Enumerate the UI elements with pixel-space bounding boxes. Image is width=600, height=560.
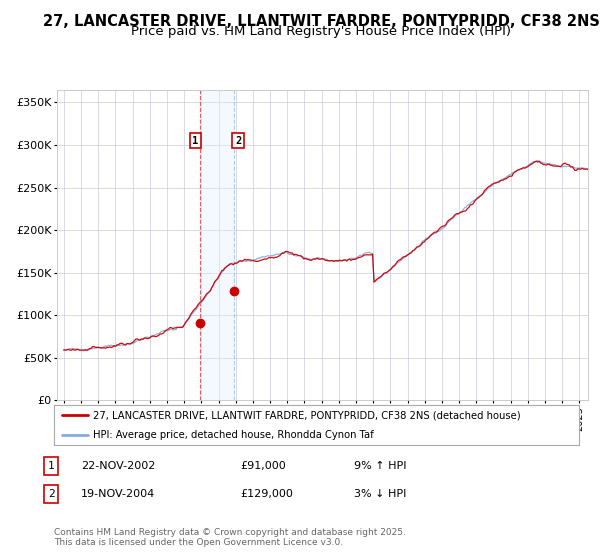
Text: 22-NOV-2002: 22-NOV-2002 — [81, 461, 155, 471]
Text: £91,000: £91,000 — [240, 461, 286, 471]
Text: 1: 1 — [192, 136, 199, 146]
Text: £129,000: £129,000 — [240, 489, 293, 499]
Text: 27, LANCASTER DRIVE, LLANTWIT FARDRE, PONTYPRIDD, CF38 2NS: 27, LANCASTER DRIVE, LLANTWIT FARDRE, PO… — [43, 14, 599, 29]
Bar — [200, 90, 234, 400]
Text: Price paid vs. HM Land Registry's House Price Index (HPI): Price paid vs. HM Land Registry's House … — [131, 25, 511, 38]
Text: 27, LANCASTER DRIVE, LLANTWIT FARDRE, PONTYPRIDD, CF38 2NS (detached house): 27, LANCASTER DRIVE, LLANTWIT FARDRE, PO… — [94, 410, 521, 421]
Text: 1: 1 — [47, 461, 55, 471]
Text: 2: 2 — [235, 136, 241, 146]
Text: 9% ↑ HPI: 9% ↑ HPI — [354, 461, 407, 471]
Text: 3% ↓ HPI: 3% ↓ HPI — [354, 489, 406, 499]
Text: Contains HM Land Registry data © Crown copyright and database right 2025.
This d: Contains HM Land Registry data © Crown c… — [54, 528, 406, 547]
Text: 19-NOV-2004: 19-NOV-2004 — [81, 489, 155, 499]
Text: 2: 2 — [47, 489, 55, 499]
Text: HPI: Average price, detached house, Rhondda Cynon Taf: HPI: Average price, detached house, Rhon… — [94, 430, 374, 440]
